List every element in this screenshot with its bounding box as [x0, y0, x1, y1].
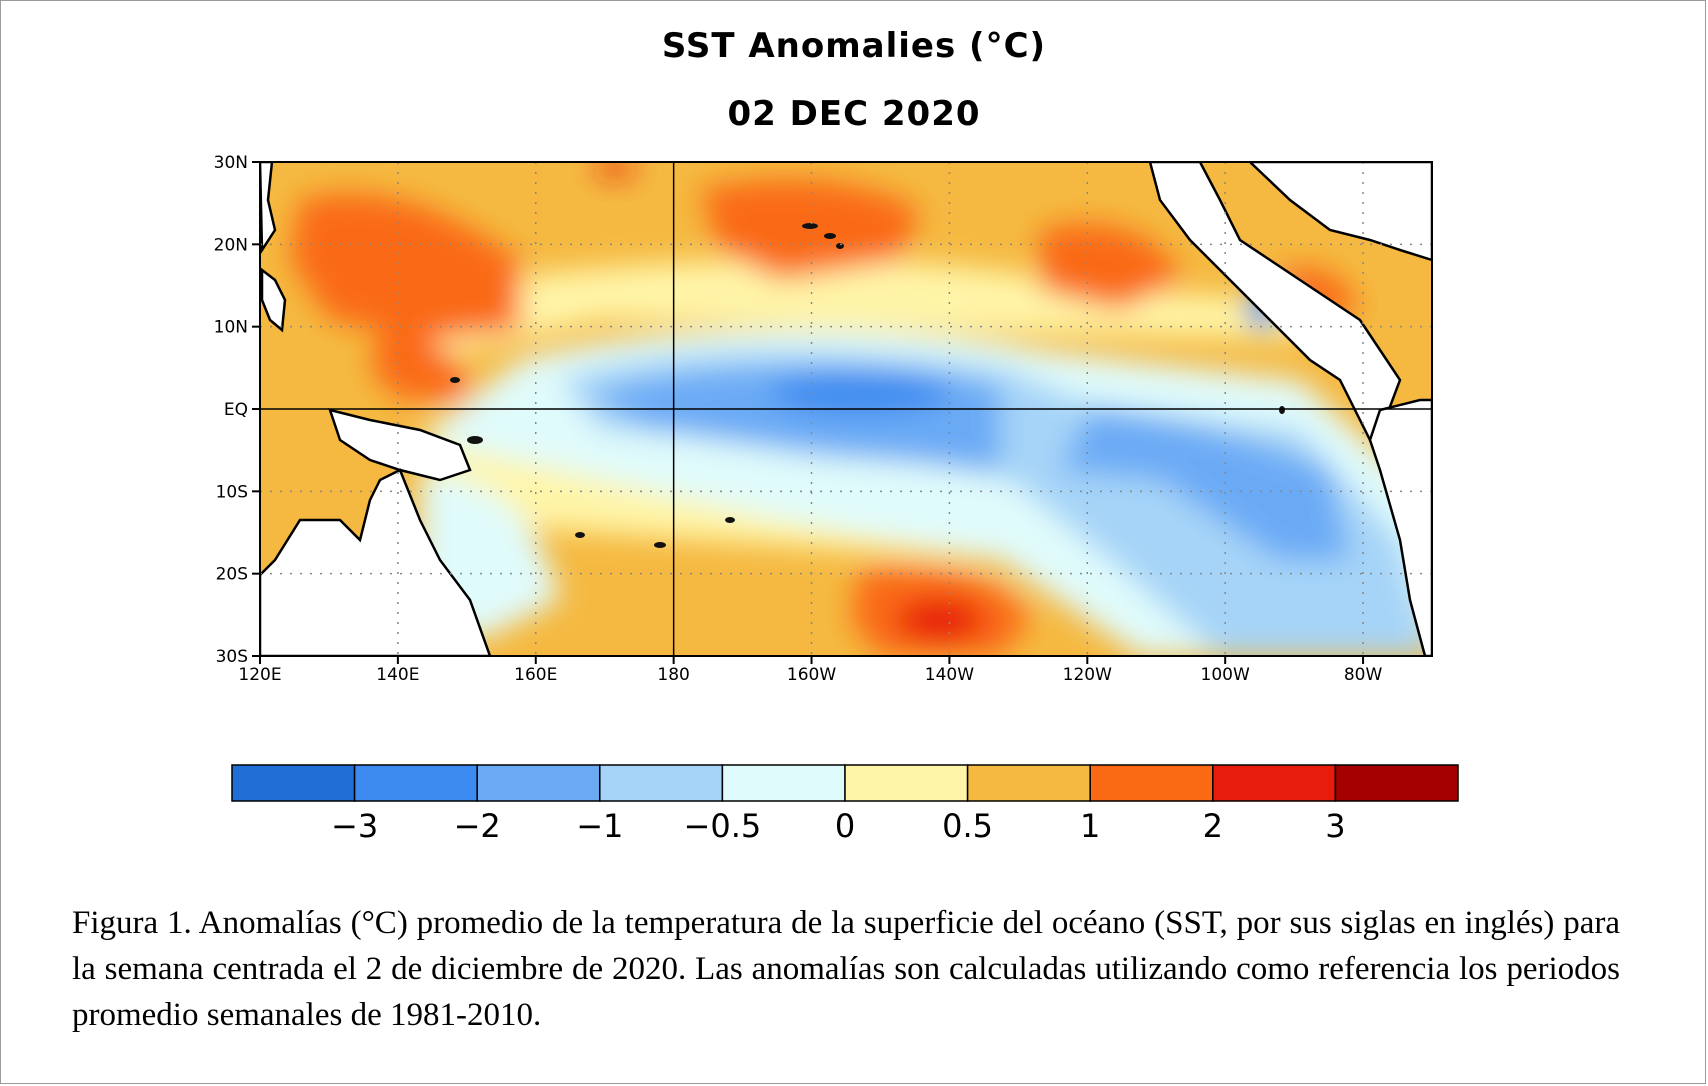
land-north-america-gulf	[1248, 162, 1432, 262]
figure-caption: Figura 1. Anomalías (°C) promedio de la …	[72, 905, 1620, 1033]
colorbar-swatch	[844, 764, 969, 802]
colorbar-swatch	[1089, 764, 1214, 802]
land-south-america	[1368, 398, 1432, 656]
colorbar-swatch	[231, 764, 356, 802]
island-hawaii	[802, 223, 818, 229]
land-philippines	[260, 267, 287, 333]
lat-tick-label: 30S	[216, 647, 248, 667]
land-asia	[260, 162, 277, 255]
island-galapagos	[1279, 406, 1285, 414]
island-samoa	[725, 517, 735, 523]
hot-spot-south-pacific	[895, 598, 985, 642]
lat-tick-label: 20N	[214, 235, 248, 255]
island-hawaii-3	[836, 243, 844, 249]
lat-tick-label: EQ	[224, 400, 248, 420]
colorbar-swatch	[1334, 764, 1459, 802]
lat-tick-label: 20S	[216, 565, 248, 585]
lat-tick-label: 30N	[214, 153, 248, 173]
longitude-labels: 120E 140E 160E 180 160W 140W 120W 100W 80W	[238, 665, 1382, 685]
hot-spot-north	[595, 162, 635, 176]
colorbar	[231, 764, 1459, 802]
yellow-band-north	[430, 259, 1300, 360]
colorbar-label: 2	[1203, 807, 1223, 845]
colorbar-label: −1	[576, 807, 623, 845]
colorbar-label: 0.5	[942, 807, 993, 845]
colorbar-swatch	[966, 764, 1091, 802]
island-fiji	[654, 542, 666, 548]
colorbar-label: 0	[835, 807, 855, 845]
cold-core-central	[770, 370, 950, 414]
islands	[450, 223, 1285, 548]
anomaly-field	[260, 162, 1432, 656]
colorbar-label: −0.5	[684, 807, 762, 845]
colorbar-labels: −3 −2 −1 −0.5 0 0.5 1 2 3	[331, 807, 1346, 845]
colorbar-label: −3	[331, 807, 378, 845]
tick-marks	[252, 161, 1365, 664]
lon-tick-label: 120E	[238, 665, 281, 685]
colorbar-swatch	[721, 764, 846, 802]
land-masses	[260, 162, 1432, 656]
colorbar-label: 1	[1080, 807, 1100, 845]
island-solomon	[467, 436, 483, 444]
reference-lines	[260, 162, 1432, 656]
map-date: 02 DEC 2020	[727, 94, 981, 134]
warm-pool-philippine	[370, 330, 470, 400]
colorbar-swatch	[599, 764, 724, 802]
island-palau	[450, 377, 460, 383]
sst-anomaly-map: 30N 20N 10N EQ 10S 20S 30S 120E 140E 160E 180 160W…	[214, 153, 1459, 845]
colorbar-label: 3	[1325, 807, 1345, 845]
colorbar-label: −2	[454, 807, 501, 845]
cold-eastern	[1060, 410, 1350, 560]
lon-tick-label: 80W	[1344, 665, 1383, 685]
lon-tick-label: 120W	[1063, 665, 1112, 685]
colorbar-swatch	[476, 764, 601, 802]
warm-pool-north-central	[700, 179, 920, 280]
island-hawaii-2	[824, 233, 836, 239]
warm-pool-ne-pacific	[1040, 223, 1180, 310]
lon-tick-label: 140E	[376, 665, 419, 685]
latitude-labels: 30N 20N 10N EQ 10S 20S 30S	[214, 153, 248, 667]
lon-tick-label: 160E	[514, 665, 557, 685]
colorbar-swatch	[353, 764, 478, 802]
warm-pool-nw-pacific	[290, 193, 520, 340]
lat-tick-label: 10S	[216, 482, 248, 502]
land-new-guinea	[328, 408, 472, 482]
lon-tick-label: 100W	[1201, 665, 1250, 685]
colorbar-swatch	[1212, 764, 1337, 802]
map-title: SST Anomalies (°C)	[661, 26, 1047, 66]
island-vanuatu	[575, 532, 585, 538]
land-australia	[260, 468, 492, 656]
lat-tick-label: 10N	[214, 318, 248, 338]
lon-tick-label: 140W	[925, 665, 974, 685]
lon-tick-label: 160W	[787, 665, 836, 685]
lon-tick-label: 180	[657, 665, 689, 685]
